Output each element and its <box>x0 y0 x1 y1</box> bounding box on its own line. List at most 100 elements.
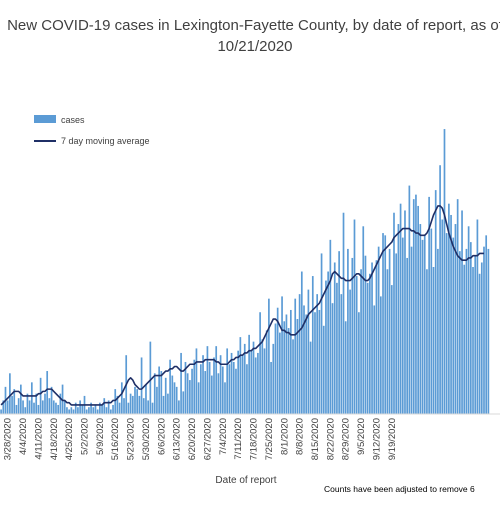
bar-cases <box>274 323 277 414</box>
bar-cases <box>265 330 268 414</box>
bar-cases <box>353 219 356 414</box>
bar-cases <box>219 355 222 414</box>
bar-cases <box>208 361 211 414</box>
bar-cases <box>197 382 200 414</box>
bar-cases <box>437 248 439 414</box>
bar-cases <box>485 235 488 414</box>
bar-cases <box>178 400 180 414</box>
bar-cases <box>50 386 53 414</box>
bar-cases <box>388 248 391 414</box>
bar-cases <box>213 357 215 414</box>
bar-cases <box>112 404 114 414</box>
bar-cases <box>285 314 288 414</box>
x-tick-label: 5/2/2020 <box>80 418 91 455</box>
bar-cases <box>349 289 351 414</box>
bar-cases <box>22 400 24 414</box>
bar-cases <box>408 185 411 414</box>
bar-cases <box>316 294 319 414</box>
bar-cases <box>305 314 308 414</box>
bar-cases <box>366 282 369 414</box>
bar-cases <box>138 395 141 414</box>
bar-cases <box>395 253 398 414</box>
bar-cases <box>239 337 242 414</box>
bar-cases <box>309 341 312 414</box>
bar-cases <box>191 368 193 414</box>
bar-cases <box>120 382 123 414</box>
x-tick-label: 5/23/2020 <box>126 418 137 460</box>
bar-cases <box>30 382 33 414</box>
bar-cases <box>131 395 134 414</box>
bar-cases <box>360 269 362 414</box>
bar-cases <box>320 253 323 414</box>
bar-cases <box>289 309 292 414</box>
bar-cases <box>364 255 367 414</box>
bar-cases <box>347 248 349 414</box>
bar-cases <box>215 346 218 414</box>
bar-cases <box>184 361 187 414</box>
bar-cases <box>257 352 259 414</box>
chart-title-line2: 10/21/2020 <box>217 38 292 55</box>
bar-cases <box>474 255 477 414</box>
bar-cases <box>107 400 110 414</box>
bar-cases <box>417 205 419 414</box>
bar-cases <box>448 203 450 414</box>
bar-cases <box>103 398 106 414</box>
bar-cases <box>210 375 213 414</box>
bar-cases <box>2 400 5 414</box>
bar-cases <box>246 364 248 414</box>
bar-cases <box>81 404 84 414</box>
bar-cases <box>134 386 136 414</box>
bar-cases <box>268 298 270 414</box>
bar-cases <box>476 219 479 414</box>
x-tick-label: 4/25/2020 <box>64 418 75 460</box>
bar-cases <box>110 409 112 414</box>
x-tick-label: 6/13/2020 <box>172 418 183 460</box>
x-tick-label: 9/12/2020 <box>371 418 382 460</box>
bar-cases <box>182 391 185 414</box>
bar-cases <box>195 348 198 414</box>
legend-cases-swatch <box>34 115 56 123</box>
bar-cases <box>270 361 272 414</box>
bar-cases <box>123 398 125 414</box>
bar-cases <box>235 368 237 414</box>
bar-cases <box>358 312 360 414</box>
bar-cases <box>487 248 490 414</box>
bar-cases <box>88 407 90 414</box>
x-tick-label: 6/27/2020 <box>202 418 213 460</box>
bar-cases <box>15 404 18 414</box>
bar-cases <box>136 389 139 414</box>
x-axis-title: Date of report <box>215 475 276 486</box>
bar-cases <box>410 246 413 414</box>
bar-cases <box>281 296 283 414</box>
bar-cases <box>173 382 176 414</box>
bar-cases <box>129 393 132 414</box>
bar-cases <box>48 398 51 414</box>
bar-cases <box>469 242 472 414</box>
bar-cases <box>406 257 409 414</box>
bar-cases <box>147 400 149 414</box>
bar-cases <box>261 339 264 414</box>
x-tick-label: 8/22/2020 <box>325 418 336 460</box>
x-tick-label: 3/28/2020 <box>3 418 14 460</box>
bar-cases <box>39 377 42 414</box>
bar-cases <box>404 210 406 414</box>
bar-cases <box>79 400 81 414</box>
bar-cases <box>272 343 275 414</box>
bar-cases <box>329 239 332 414</box>
bar-cases <box>228 364 231 414</box>
bar-cases <box>127 402 130 414</box>
bar-cases <box>217 373 220 414</box>
bar-cases <box>393 212 395 414</box>
bar-cases <box>480 262 483 414</box>
bar-cases <box>362 226 365 414</box>
bar-cases <box>13 389 16 414</box>
bar-cases <box>202 355 204 414</box>
bar-cases <box>419 224 422 414</box>
bar-cases <box>189 380 191 414</box>
bar-cases <box>401 237 404 414</box>
bar-cases <box>55 402 57 414</box>
bar-cases <box>221 366 224 414</box>
bar-cases <box>351 257 354 414</box>
bar-cases <box>298 294 301 414</box>
